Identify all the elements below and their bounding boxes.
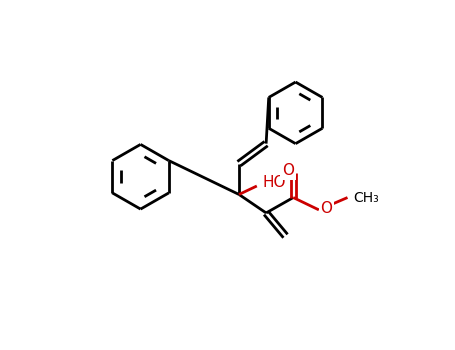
Text: CH₃: CH₃ [354, 190, 379, 204]
Text: O: O [282, 163, 294, 178]
Text: O: O [321, 201, 333, 216]
Text: HO: HO [262, 175, 286, 190]
